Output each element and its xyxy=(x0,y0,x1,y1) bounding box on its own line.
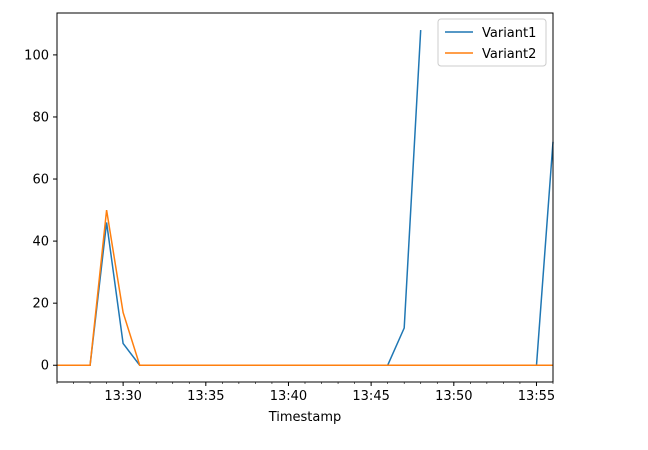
y-tick-label: 0 xyxy=(41,359,49,374)
x-tick-label: 13:35 xyxy=(187,389,224,404)
x-axis: 13:30 13:35 13:40 13:45 13:50 13:55 xyxy=(56,382,555,404)
y-tick-label: 100 xyxy=(24,48,49,63)
x-axis-label: Timestamp xyxy=(268,410,342,425)
plot-area xyxy=(57,30,554,366)
y-tick-label: 40 xyxy=(32,235,49,250)
y-tick-label: 60 xyxy=(32,173,49,188)
y-tick-label: 80 xyxy=(32,110,49,125)
axes-frame xyxy=(56,12,554,383)
legend-label-variant2: Variant2 xyxy=(482,47,536,62)
x-tick-label: 13:40 xyxy=(270,389,307,404)
x-tick-label: 13:55 xyxy=(518,389,555,404)
series-line-variant2 xyxy=(57,209,553,366)
x-tick-label: 13:30 xyxy=(104,389,141,404)
series-line-variant1 xyxy=(57,30,554,366)
y-tick-label: 20 xyxy=(32,297,49,312)
x-tick-label: 13:45 xyxy=(352,389,389,404)
x-tick-label: 13:50 xyxy=(435,389,472,404)
legend-label-variant1: Variant1 xyxy=(482,26,536,41)
y-axis: 0 20 40 60 80 100 xyxy=(24,48,57,374)
legend: Variant1 Variant2 xyxy=(437,18,547,67)
